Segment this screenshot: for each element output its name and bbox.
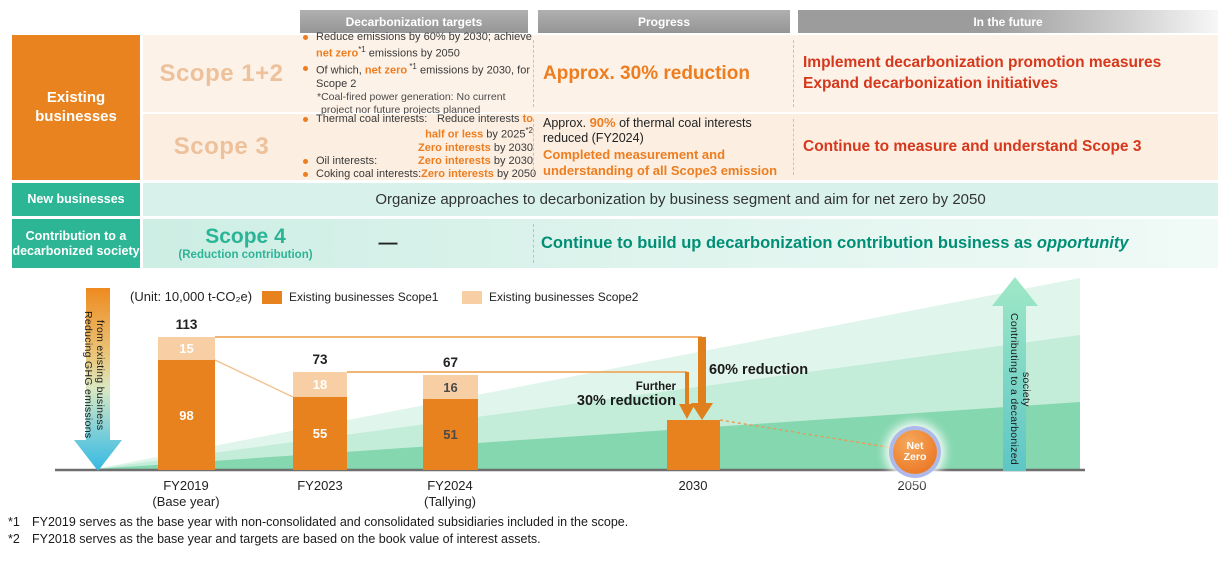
row-new-businesses: Organize approaches to decarbonization b… xyxy=(143,183,1218,216)
scope3-target-value: Zero interests by 2050 xyxy=(421,168,537,181)
row-contribution: Scope 4 (Reduction contribution) — Conti… xyxy=(143,219,1218,268)
scope3-future: Continue to measure and understand Scope… xyxy=(803,137,1142,155)
bullet-icon xyxy=(303,35,308,41)
net-zero-badge: Net Zero xyxy=(893,430,937,474)
x-axis-tick-label: 2030 xyxy=(678,478,708,493)
row-scope3: Scope 3 Thermal coal interests: Reduce in… xyxy=(143,113,1218,181)
scope3-progress-text: Approx. 90% of thermal coal interests re… xyxy=(543,114,752,146)
scope4-label: Scope 4 xyxy=(205,225,286,249)
column-header-decarbonization-targets: Decarbonization targets xyxy=(300,10,528,33)
scope12-bullet-2-text: Of which, net zero *1 emissions by 2030,… xyxy=(316,62,531,91)
right-arrow-vertical-label: Contributing to a decarbonized society xyxy=(1008,312,1032,465)
column-header-progress: Progress xyxy=(538,10,790,33)
scope3-targets: Thermal coal interests: Reduce interests … xyxy=(303,113,537,181)
bullet-icon xyxy=(303,158,308,164)
bar-total-label: 73 xyxy=(312,352,328,367)
bar-scope1-segment: 51 xyxy=(423,399,478,470)
scope3-target-line: Thermal coal interests: Reduce interests … xyxy=(303,113,533,126)
new-businesses-text: Organize approaches to decarbonization b… xyxy=(375,191,986,208)
divider xyxy=(533,119,534,175)
bar-total-label: 67 xyxy=(442,355,459,370)
chart-unit-label: (Unit: 10,000 t-CO₂e) xyxy=(130,289,253,304)
footnote: *1 FY2019 serves as the base year with no… xyxy=(8,515,629,529)
legend-label: Existing businesses Scope2 xyxy=(489,290,639,304)
bar-scope2-segment: 16 xyxy=(423,375,478,399)
column-header-in-the-future: In the future xyxy=(798,10,1218,33)
scope12-bullet-1: Reduce emissions by 60% by 2030; achieve… xyxy=(303,31,533,60)
x-axis-tick-label: FY2019 (Base year) xyxy=(152,478,220,509)
thirty-percent-arrow-icon xyxy=(679,372,695,419)
bar-total-label: 113 xyxy=(175,317,198,332)
legend-label: Existing businesses Scope1 xyxy=(289,290,439,304)
scope3-target-line: half or less by 2025*2 xyxy=(303,126,533,142)
scope3-target-value: Reduce interests to xyxy=(437,112,533,125)
scope3-target-label: Oil interests: xyxy=(316,154,378,167)
scope12-progress: Approx. 30% reduction xyxy=(543,62,750,84)
sixty-percent-arrow-icon xyxy=(691,337,713,420)
legend-swatch xyxy=(462,291,482,304)
scope12-bullet-1-text: Reduce emissions by 60% by 2030; achieve… xyxy=(316,31,532,60)
scope3-target-line: Zero interests by 2030 xyxy=(303,142,533,155)
divider xyxy=(793,40,794,107)
contributing-society-up-arrow-icon xyxy=(992,277,1038,471)
x-axis-tick-label: 2050 xyxy=(897,478,927,493)
scope3-target-label: Thermal coal interests: xyxy=(316,112,428,125)
row-header-new-businesses: New businesses xyxy=(12,183,140,216)
scope3-target-value: Zero interests by 2030 xyxy=(418,154,533,167)
scope4-sublabel: (Reduction contribution) xyxy=(178,248,313,261)
scope3-label: Scope 3 xyxy=(173,133,270,160)
bar-scope2-segment: 15 xyxy=(158,337,215,360)
bar-scope1-segment xyxy=(667,420,720,470)
left-arrow-vertical-label: Reducing GHG emissions from existing bus… xyxy=(82,311,106,439)
contribution-future-text: Continue to build up decarbonization con… xyxy=(541,234,1129,252)
scope3-target-line: Oil interests: Zero interests by 2030 xyxy=(303,155,533,168)
x-axis-tick-label: FY2024 (Tallying) xyxy=(423,478,477,509)
coal-note: *Coal-fired power generation: No current… xyxy=(317,91,506,116)
bar-scope1-segment: 98 xyxy=(158,360,215,470)
footnotes: *1 FY2019 serves as the base year with no… xyxy=(8,515,628,549)
scope4-block: Scope 4 (Reduction contribution) xyxy=(153,219,338,268)
bullet-icon xyxy=(303,116,308,122)
row-header-existing-businesses: Existing businesses xyxy=(12,35,140,180)
scope3-target-value: half or less by 2025*2 xyxy=(425,125,533,141)
reducing-emissions-down-arrow-icon xyxy=(74,288,122,471)
scope3-target-line: Coking coal interests: Zero interests by … xyxy=(303,168,537,181)
row-scope12: Scope 1+2 Reduce emissions by 60% by 203… xyxy=(143,31,1218,116)
dash-placeholder: — xyxy=(378,232,398,254)
sixty-reduction-label: 60% reduction xyxy=(709,362,809,378)
scope12-targets: Reduce emissions by 60% by 2030; achieve… xyxy=(303,31,533,116)
bullet-icon xyxy=(303,66,308,72)
scope3-target-label: Coking coal interests: xyxy=(316,168,422,181)
footnote: *2 FY2018 serves as the base year and tar… xyxy=(8,532,541,546)
x-axis-tick-label: FY2023 xyxy=(297,478,343,493)
legend-swatch xyxy=(262,291,282,304)
scope3-progress: Approx. 90% of thermal coal interests re… xyxy=(543,114,791,180)
divider xyxy=(533,40,534,107)
to-net-zero-dotted-line xyxy=(719,419,894,449)
bullet-icon xyxy=(303,172,308,178)
further-30-reduction-label: Further 30% reduction xyxy=(576,381,676,409)
divider xyxy=(793,119,794,175)
scope12-bullet-2: Of which, net zero *1 emissions by 2030,… xyxy=(303,62,533,91)
row-header-contribution: Contribution to a decarbonized society xyxy=(12,219,140,268)
scope12-label: Scope 1+2 xyxy=(159,59,284,87)
bar-scope2-segment: 18 xyxy=(293,372,347,397)
decline-connector-line xyxy=(214,359,294,398)
divider xyxy=(533,224,534,263)
scope3-target-value: Zero interests by 2030 xyxy=(418,141,533,154)
scope3-progress-highlight: Completed measurement and understanding … xyxy=(543,146,778,179)
scope12-future: Implement decarbonization promotion meas… xyxy=(803,54,1162,92)
bar-scope1-segment: 55 xyxy=(293,397,347,470)
